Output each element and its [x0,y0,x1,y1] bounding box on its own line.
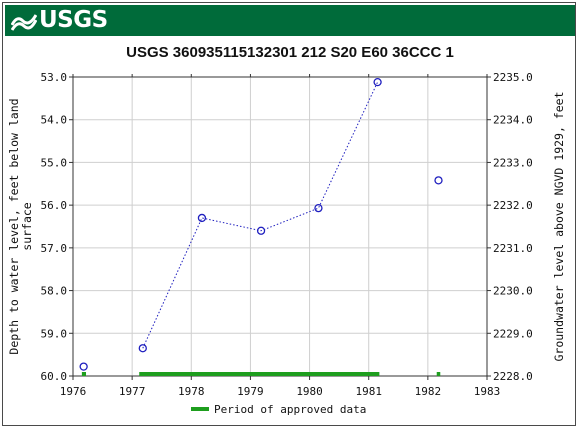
x-tick-label: 1982 [415,385,442,398]
x-tick-label: 1983 [474,385,501,398]
y-left-tick-label: 53.0 [41,71,68,84]
x-tick-label: 1979 [237,385,264,398]
x-tick-label: 1980 [296,385,323,398]
approved-period-bar [436,372,441,376]
x-tick-label: 1976 [60,385,87,398]
y-right-axis-title: Groundwater level above NGVD 1929, feet [552,91,566,361]
approved-period-bar [139,372,380,376]
usgs-logo-text: USGS [39,7,108,33]
approved-period-bar [81,372,87,376]
y-right-tick-label: 2229.0 [493,327,533,340]
y-left-tick-label: 60.0 [41,370,68,383]
usgs-logo-icon [11,14,37,31]
data-point [197,213,207,223]
y-right-tick-label: 2234.0 [493,114,533,127]
usgs-banner: USGS [5,5,575,36]
y-right-tick-label: 2228.0 [493,370,533,383]
y-left-axis-title-line: surface [20,202,34,251]
y-right-tick-label: 2232.0 [493,199,533,212]
data-point [138,344,147,353]
chart-title: USGS 360935115132301 212 S20 E60 36CCC 1 [126,44,454,61]
series-line [142,81,379,349]
y-left-axis-title-line: Depth to water level, feet below land [7,98,21,354]
y-left-tick-label: 57.0 [41,242,68,255]
data-point [79,362,88,371]
y-right-tick-label: 2230.0 [493,285,533,298]
data-point [434,176,443,185]
y-left-tick-label: 54.0 [41,114,68,127]
y-right-tick-label: 2233.0 [493,156,533,169]
y-left-tick-label: 58.0 [41,285,68,298]
y-right-tick-label: 2235.0 [493,71,533,84]
legend-swatch [191,407,209,411]
data-point [373,77,382,87]
y-left-tick-label: 56.0 [41,199,68,212]
y-left-tick-label: 55.0 [41,156,68,169]
x-tick-label: 1981 [355,385,382,398]
plot-area [73,77,487,376]
x-tick-label: 1978 [178,385,205,398]
x-tick-label: 1977 [119,385,146,398]
legend-label: Period of approved data [214,403,366,416]
y-left-tick-label: 59.0 [41,327,68,340]
y-left-axis-title: Depth to water level, feet below landsur… [7,98,34,354]
y-right-tick-label: 2231.0 [493,242,533,255]
data-point [256,226,266,235]
data-point [314,203,323,213]
